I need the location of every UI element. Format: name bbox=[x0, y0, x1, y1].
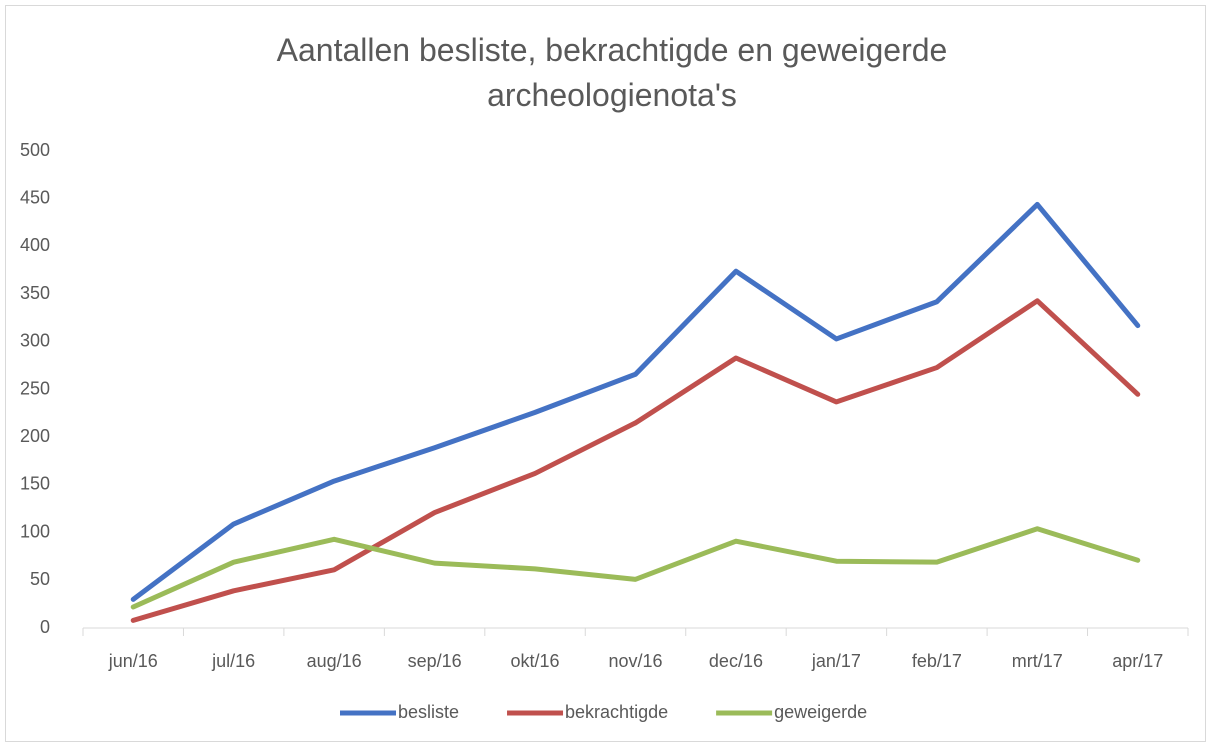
y-tick-label: 350 bbox=[20, 283, 50, 303]
legend-label: besliste bbox=[398, 702, 459, 722]
x-tick-label: sep/16 bbox=[408, 651, 462, 671]
chart-title: Aantallen besliste, bekrachtigde en gewe… bbox=[276, 32, 948, 113]
y-tick-label: 150 bbox=[20, 474, 50, 494]
y-tick-label: 200 bbox=[20, 426, 50, 446]
x-tick-label: mrt/17 bbox=[1012, 651, 1063, 671]
series-line bbox=[130, 526, 1141, 610]
y-tick-label: 0 bbox=[40, 617, 50, 637]
x-tick-label: apr/17 bbox=[1112, 651, 1163, 671]
x-tick-label: aug/16 bbox=[307, 651, 362, 671]
x-tick-label: nov/16 bbox=[608, 651, 662, 671]
y-tick-label: 300 bbox=[20, 331, 50, 351]
x-tick-label: dec/16 bbox=[709, 651, 763, 671]
y-tick-label: 400 bbox=[20, 235, 50, 255]
legend-label: bekrachtigde bbox=[565, 702, 668, 722]
y-tick-label: 500 bbox=[20, 140, 50, 160]
x-tick-label: jul/16 bbox=[211, 651, 255, 671]
legend-label: geweigerde bbox=[774, 702, 867, 722]
y-tick-label: 100 bbox=[20, 521, 50, 541]
x-tick-label: jun/16 bbox=[108, 651, 158, 671]
series-line bbox=[130, 298, 1141, 623]
x-tick-label: okt/16 bbox=[511, 651, 560, 671]
y-tick-label: 50 bbox=[30, 569, 50, 589]
x-tick-label: jan/17 bbox=[811, 651, 861, 671]
y-tick-label: 450 bbox=[20, 187, 50, 207]
chart-border bbox=[5, 5, 1206, 742]
series-line bbox=[130, 201, 1141, 602]
y-tick-label: 250 bbox=[20, 378, 50, 398]
x-tick-label: feb/17 bbox=[912, 651, 962, 671]
